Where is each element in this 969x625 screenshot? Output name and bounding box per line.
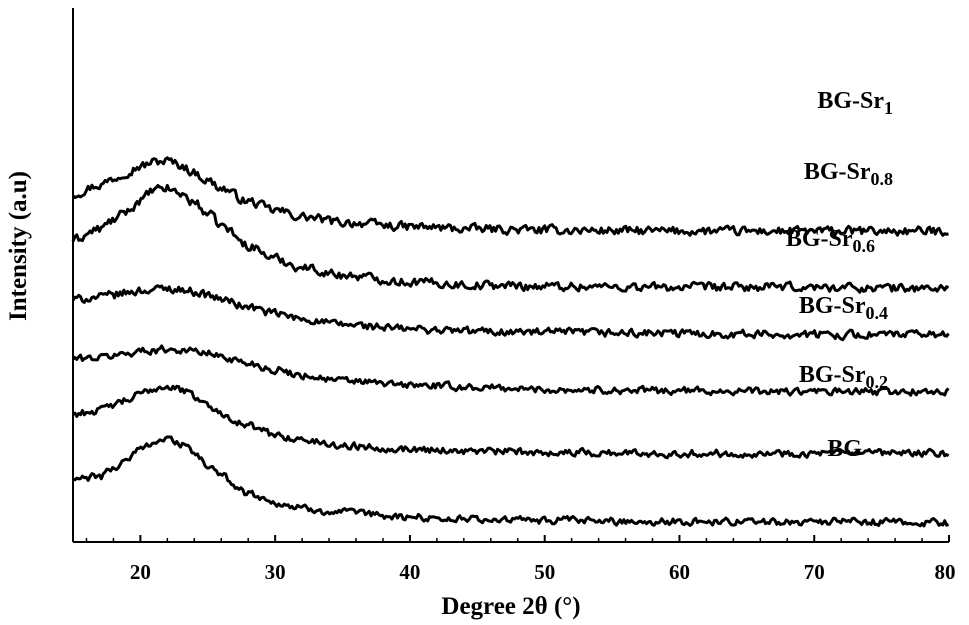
x-tick-label: 70 [804, 560, 825, 584]
y-axis-title: Intensity (a.u) [5, 171, 32, 321]
x-tick-label: 30 [265, 560, 286, 584]
series-line [72, 384, 950, 460]
series-label: BG-Sr0.2 [799, 362, 888, 392]
series-label: BG [827, 436, 862, 462]
series-labels: BG-Sr1 BG-Sr0.8 BG-Sr0.6 BG-Sr0.4 BG-Sr0.2 BG [786, 88, 893, 462]
x-tick-label: 80 [935, 560, 956, 584]
x-tick-label: 20 [130, 560, 151, 584]
series-label: BG-Sr0.8 [804, 159, 893, 189]
series-line [71, 156, 949, 237]
x-axis-ticks: 20 30 40 50 60 70 80 [85, 535, 956, 584]
series-label: BG-Sr1 [817, 88, 893, 118]
series-label: BG-Sr0.6 [786, 226, 875, 256]
series-label: BG-Sr0.4 [799, 293, 888, 323]
series-curves [71, 156, 950, 528]
x-tick-label: 60 [669, 560, 690, 584]
series-line [72, 435, 950, 528]
x-tick-label: 40 [399, 560, 420, 584]
x-tick-label: 50 [534, 560, 555, 584]
plot-frame [72, 8, 949, 543]
series-line [71, 284, 950, 342]
x-axis-title: Degree 2θ (°) [441, 593, 580, 620]
series-line [71, 183, 950, 294]
series-line [71, 344, 950, 397]
